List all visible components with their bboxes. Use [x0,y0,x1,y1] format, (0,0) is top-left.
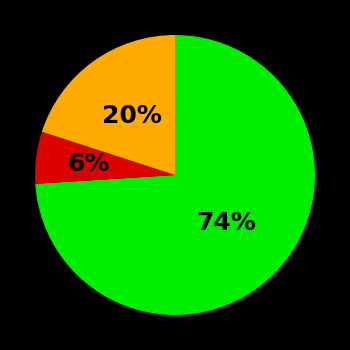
Wedge shape [35,132,175,184]
Text: 74%: 74% [196,211,256,235]
Text: 20%: 20% [102,104,162,128]
Wedge shape [35,35,315,315]
Wedge shape [42,35,175,175]
Text: 6%: 6% [68,152,110,176]
